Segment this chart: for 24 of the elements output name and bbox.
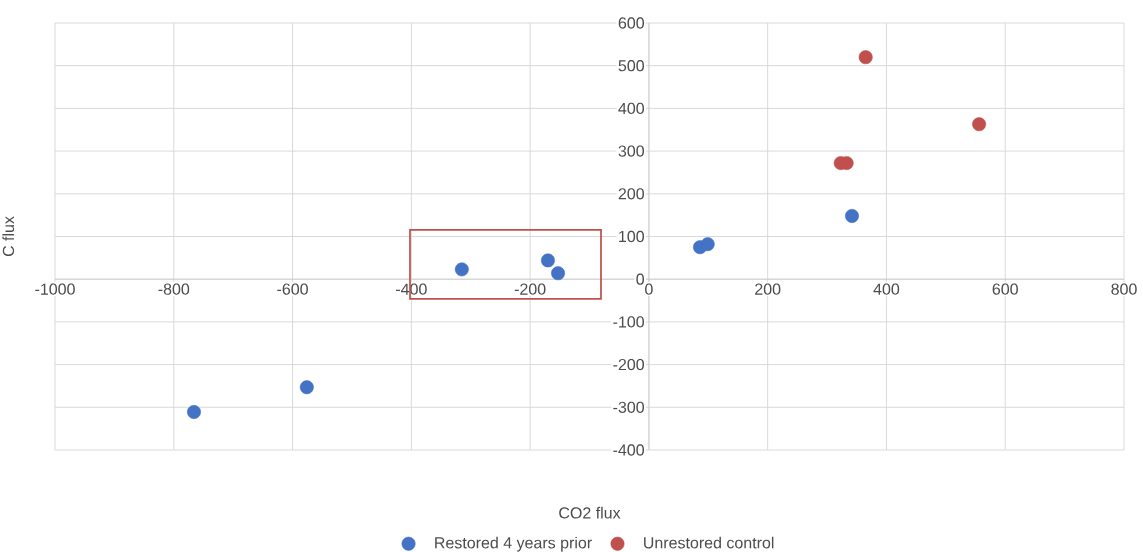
y-tick-label: -300 (613, 401, 644, 413)
x-tick-label: -600 (277, 283, 308, 295)
y-axis-title: C flux (2, 216, 15, 257)
legend-label: Restored 4 years prior (435, 536, 592, 552)
x-tick-label: -1000 (35, 283, 75, 295)
y-tick-label: -400 (613, 444, 644, 456)
x-tick-label: 0 (645, 283, 653, 295)
y-tick-label: 0 (636, 273, 645, 285)
y-tick-label: 300 (618, 145, 644, 157)
y-tick-label: 500 (618, 60, 644, 72)
y-tick-label: 400 (618, 102, 644, 115)
y-tick-label: 200 (618, 188, 644, 200)
legend-label: Unrestored control (644, 536, 774, 549)
x-tick-label: 800 (1111, 283, 1137, 295)
x-tick-label: 200 (755, 283, 781, 295)
x-tick-label: 400 (873, 283, 900, 295)
y-tick-label: 600 (618, 17, 644, 29)
y-tick-label: -200 (613, 358, 644, 371)
x-tick-label: -200 (514, 283, 546, 295)
x-axis-title: CO2 flux (559, 506, 621, 519)
x-tick-label: -800 (158, 283, 190, 295)
y-tick-label: -100 (613, 316, 644, 328)
x-tick-label: 600 (992, 283, 1018, 295)
y-tick-label: 100 (619, 230, 644, 243)
